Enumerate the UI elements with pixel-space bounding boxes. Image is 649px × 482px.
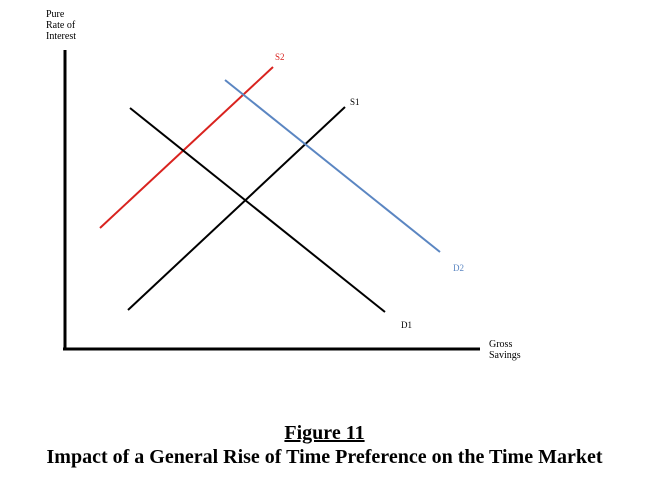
x-axis-label: Gross Savings <box>489 339 521 361</box>
curve-label-s2: S2 <box>275 52 285 62</box>
figure-title: Impact of a General Rise of Time Prefere… <box>46 446 603 468</box>
demand-curve-d2 <box>224 79 441 253</box>
demand-curve-d1 <box>129 107 386 313</box>
figure-caption: Figure 11 Impact of a General Rise of Ti… <box>0 421 649 469</box>
curve-label-s1: S1 <box>350 97 360 107</box>
supply-curve-s2 <box>99 66 274 229</box>
supply-demand-diagram <box>63 50 480 351</box>
supply-curve-s1 <box>127 106 346 311</box>
curve-label-d2: D2 <box>453 263 464 273</box>
y-axis-label: Pure Rate of Interest <box>46 9 76 42</box>
figure-number: Figure 11 <box>284 422 365 444</box>
curve-label-d1: D1 <box>401 320 412 330</box>
